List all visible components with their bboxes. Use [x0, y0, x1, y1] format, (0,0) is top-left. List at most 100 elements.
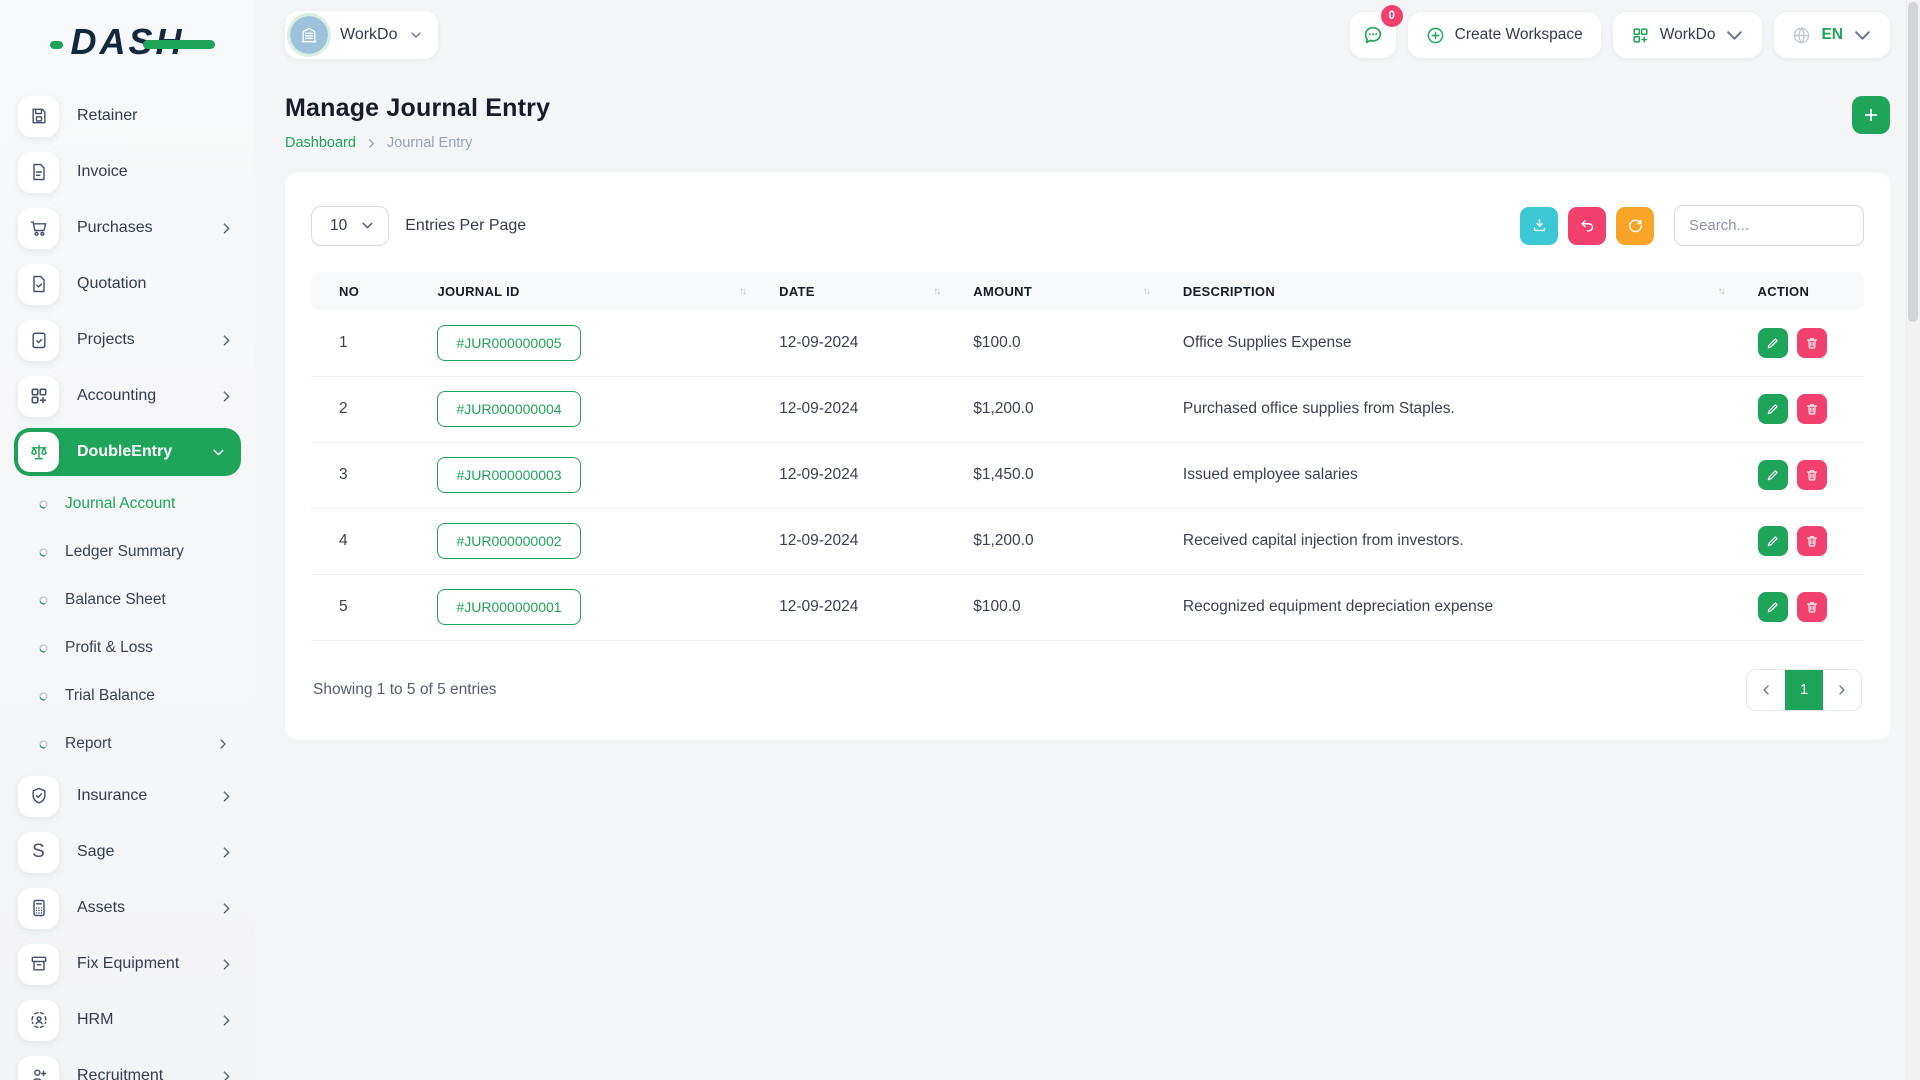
search-input[interactable] [1674, 205, 1864, 246]
column-header-amount[interactable]: AMOUNT ↑↓ [963, 272, 1173, 310]
journal-id-button[interactable]: #JUR000000002 [437, 523, 581, 559]
letter-s-icon: S [18, 831, 59, 873]
chevron-right-icon [220, 390, 233, 403]
edit-button[interactable] [1757, 526, 1788, 556]
column-header-date[interactable]: DATE ↑↓ [769, 272, 964, 310]
delete-button[interactable] [1796, 592, 1827, 622]
pencil-icon [1766, 600, 1780, 614]
sidebar-item-assets[interactable]: Assets [14, 880, 241, 936]
chevron-right-icon [220, 958, 233, 971]
workspace-selector[interactable]: WorkDo [285, 11, 438, 59]
person-plus-icon [18, 1055, 59, 1080]
scrollbar[interactable] [1906, 0, 1920, 1080]
bullet-icon [38, 499, 49, 510]
undo-icon [1579, 217, 1596, 234]
calculator-icon [18, 887, 59, 929]
chevron-right-icon [220, 334, 233, 347]
workspace-menu-button[interactable]: WorkDo [1612, 12, 1763, 58]
cell-amount: $1,200.0 [963, 376, 1173, 443]
chevron-down-icon [410, 29, 422, 41]
undo-button[interactable] [1568, 206, 1606, 245]
column-header-journal-id[interactable]: JOURNAL ID ↑↓ [427, 272, 770, 310]
grid-plus-icon [1631, 26, 1650, 45]
messages-button[interactable]: 0 [1349, 5, 1403, 58]
brand-logo[interactable]: DASH [14, 14, 241, 70]
journal-id-button[interactable]: #JUR000000003 [437, 457, 581, 493]
pencil-icon [1766, 468, 1780, 482]
sidebar-item-accounting[interactable]: Accounting [14, 368, 241, 424]
previous-page-button[interactable] [1747, 669, 1785, 710]
entries-per-page-select[interactable]: 10 [311, 205, 390, 246]
cell-no: 3 [311, 442, 428, 509]
delete-button[interactable] [1796, 327, 1827, 358]
cell-description: Recognized equipment depreciation expens… [1172, 574, 1748, 641]
sidebar-item-insurance[interactable]: Insurance [14, 768, 241, 824]
person-target-icon [18, 999, 59, 1041]
sidebar-item-label: Fix Equipment [77, 955, 180, 972]
bullet-icon [38, 643, 49, 654]
delete-button[interactable] [1796, 460, 1827, 490]
delete-button[interactable] [1796, 526, 1827, 556]
create-workspace-button[interactable]: Create Workspace [1407, 12, 1601, 58]
sidebar-item-label: Retainer [77, 107, 138, 124]
sidebar-item-quotation[interactable]: Quotation [14, 256, 241, 312]
edit-button[interactable] [1757, 394, 1788, 424]
sidebar-subitem-balance-sheet[interactable]: Balance Sheet [14, 576, 241, 624]
sidebar-item-purchases[interactable]: Purchases [14, 200, 241, 256]
sidebar-item-label: Invoice [77, 163, 128, 180]
delete-button[interactable] [1796, 394, 1827, 424]
main-area: WorkDo 0 Create Workspace WorkDo [255, 0, 1920, 1080]
bullet-icon [38, 739, 49, 750]
journal-id-button[interactable]: #JUR000000001 [437, 589, 581, 625]
journal-id-button[interactable]: #JUR000000004 [437, 391, 581, 427]
language-code: EN [1821, 26, 1843, 43]
sidebar-item-sage[interactable]: S Sage [14, 824, 241, 880]
pencil-icon [1766, 534, 1780, 548]
table-row: 1 #JUR000000005 12-09-2024 $100.0 Office… [311, 310, 1864, 377]
cell-date: 12-09-2024 [769, 574, 964, 641]
plus-icon [1862, 106, 1880, 124]
scales-icon [18, 432, 59, 472]
page-number-button[interactable]: 1 [1785, 669, 1823, 710]
sort-icon[interactable]: ↑↓ [739, 285, 747, 297]
topbar: WorkDo 0 Create Workspace WorkDo [285, 0, 1890, 70]
sidebar-subitem-profit-loss[interactable]: Profit & Loss [14, 624, 241, 672]
export-download-button[interactable] [1520, 206, 1558, 245]
language-selector[interactable]: EN [1774, 12, 1890, 58]
next-page-button[interactable] [1823, 669, 1861, 710]
journal-id-button[interactable]: #JUR000000005 [437, 324, 581, 361]
table-row: 5 #JUR000000001 12-09-2024 $100.0 Recogn… [311, 574, 1864, 641]
refresh-button[interactable] [1616, 206, 1654, 245]
sort-icon[interactable]: ↑↓ [1717, 285, 1726, 297]
edit-button[interactable] [1757, 327, 1788, 358]
breadcrumb-dashboard-link[interactable]: Dashboard [285, 135, 356, 151]
sidebar-item-retainer[interactable]: Retainer [14, 88, 241, 144]
sidebar-item-doubleentry[interactable]: DoubleEntry [14, 428, 241, 476]
chevron-right-icon [220, 1014, 233, 1027]
sidebar-subitem-trial-balance[interactable]: Trial Balance [14, 672, 241, 720]
sort-icon[interactable]: ↑↓ [933, 285, 941, 297]
chevron-right-icon [220, 902, 233, 915]
chevron-right-icon [1836, 684, 1848, 696]
sidebar-item-recruitment[interactable]: Recruitment [14, 1048, 241, 1080]
trash-icon [1805, 600, 1819, 614]
sidebar-item-fix-equipment[interactable]: Fix Equipment [14, 936, 241, 992]
create-journal-entry-button[interactable] [1852, 96, 1890, 134]
edit-button[interactable] [1757, 592, 1788, 622]
cell-description: Received capital injection from investor… [1172, 508, 1748, 575]
sidebar-subitem-journal-account[interactable]: Journal Account [14, 480, 241, 528]
sidebar-subitem-ledger-summary[interactable]: Ledger Summary [14, 528, 241, 576]
trash-icon [1805, 534, 1819, 548]
sidebar-item-label: HRM [77, 1011, 114, 1028]
sidebar-item-invoice[interactable]: Invoice [14, 144, 241, 200]
chevron-right-icon [366, 138, 377, 149]
floppy-icon [18, 95, 59, 137]
edit-button[interactable] [1757, 460, 1788, 490]
cell-amount: $100.0 [963, 310, 1173, 377]
column-header-description[interactable]: DESCRIPTION ↑↓ [1172, 272, 1748, 310]
sidebar-subitem-report[interactable]: Report [14, 720, 241, 768]
sort-icon[interactable]: ↑↓ [1142, 285, 1151, 297]
sidebar-item-hrm[interactable]: HRM [14, 992, 241, 1048]
scrollbar-thumb[interactable] [1908, 2, 1918, 322]
sidebar-item-projects[interactable]: Projects [14, 312, 241, 368]
